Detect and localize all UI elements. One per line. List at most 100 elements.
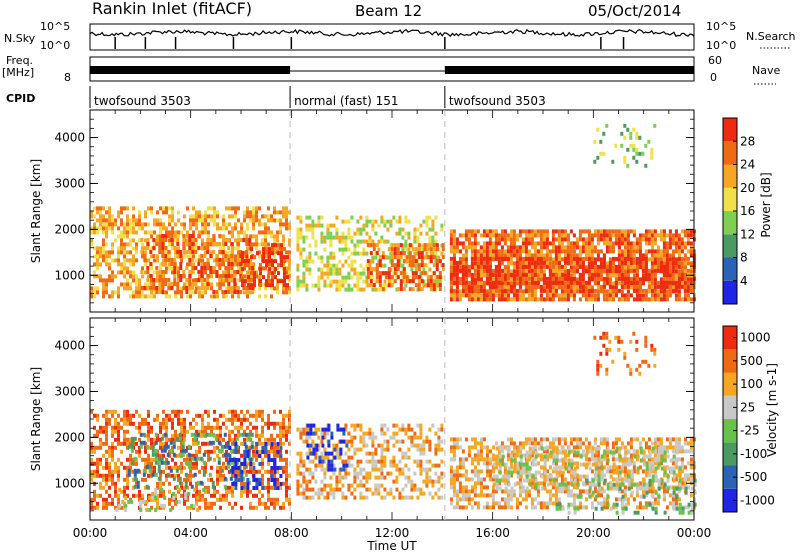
heatmap-cell <box>212 238 216 242</box>
heatmap-cell <box>602 297 606 302</box>
heatmap-cell <box>201 294 204 299</box>
heatmap-cell <box>133 484 137 489</box>
heatmap-cell <box>551 229 555 234</box>
heatmap-cell <box>449 293 453 298</box>
heatmap-cell <box>105 409 108 414</box>
heatmap-cell <box>220 444 224 449</box>
heatmap-cell <box>237 417 240 422</box>
heatmap-cell <box>422 279 426 284</box>
heatmap-cell <box>497 288 501 293</box>
heatmap-cell <box>677 241 681 246</box>
heatmap-cell <box>249 469 252 474</box>
heatmap-cell <box>500 261 504 266</box>
heatmap-cell <box>126 206 129 211</box>
heatmap-cell <box>365 251 369 256</box>
heatmap-cell <box>183 222 186 227</box>
heatmap-cell <box>249 501 252 506</box>
heatmap-cell <box>90 445 93 450</box>
heatmap-cell <box>491 289 495 294</box>
heatmap-cell <box>114 505 117 510</box>
heatmap-cell <box>228 214 231 219</box>
heatmap-cell <box>659 268 663 273</box>
heatmap-cell <box>197 234 201 238</box>
heatmap-cell <box>308 271 312 276</box>
heatmap-cell <box>123 242 126 247</box>
heatmap-cell <box>226 440 230 445</box>
heatmap-cell <box>149 250 153 254</box>
heatmap-cell <box>168 238 171 243</box>
heatmap-cell <box>429 255 433 260</box>
heatmap-cell <box>401 235 405 240</box>
heatmap-cell <box>132 413 135 418</box>
heatmap-cell <box>156 505 159 510</box>
heatmap-cell <box>494 249 498 254</box>
heatmap-cell <box>227 274 231 278</box>
heatmap-cell <box>245 242 249 246</box>
heatmap-cell <box>566 245 570 250</box>
heatmap-cell <box>204 497 207 502</box>
heatmap-cell <box>102 485 105 490</box>
heatmap-cell <box>198 290 201 295</box>
heatmap-cell <box>488 229 492 234</box>
heatmap-cell <box>530 265 534 270</box>
heatmap-cell <box>584 241 588 246</box>
heatmap-cell <box>288 473 291 478</box>
heatmap-cell <box>264 501 267 506</box>
heatmap-cell <box>506 293 510 298</box>
heatmap-cell <box>341 459 345 464</box>
heatmap-cell <box>404 247 408 252</box>
heatmap-cell <box>311 487 315 492</box>
heatmap-cell <box>371 439 375 444</box>
heatmap-cell <box>662 268 666 273</box>
heatmap-cell <box>270 214 273 219</box>
heatmap-cell <box>156 417 159 422</box>
heatmap-cell <box>308 243 312 248</box>
heatmap-cell <box>127 444 131 449</box>
heatmap-cell <box>163 448 167 453</box>
heatmap-cell <box>150 473 153 478</box>
heatmap-cell <box>620 131 624 136</box>
heatmap-cell <box>162 489 165 494</box>
heatmap-cell <box>347 247 351 252</box>
heatmap-cell <box>171 242 174 247</box>
heatmap-cell <box>213 449 216 454</box>
heatmap-cell <box>338 479 342 484</box>
heatmap-cell <box>353 467 357 472</box>
heatmap-cell <box>335 227 339 232</box>
heatmap-cell <box>329 255 333 260</box>
heatmap-cell <box>635 260 639 265</box>
heatmap-cell <box>261 477 264 482</box>
heatmap-cell <box>338 475 342 480</box>
heatmap-cell <box>608 241 612 246</box>
heatmap-cell <box>305 467 309 472</box>
heatmap-cell <box>366 267 370 272</box>
heatmap-cell <box>261 473 264 478</box>
heatmap-cell <box>479 284 483 289</box>
heatmap-cell <box>150 230 153 235</box>
heatmap-cell <box>189 421 192 426</box>
heatmap-cell <box>407 275 411 280</box>
heatmap-cell <box>251 286 255 290</box>
heatmap-cell <box>449 261 453 266</box>
heatmap-cell <box>644 293 648 298</box>
heatmap-cell <box>174 437 177 442</box>
heatmap-cell <box>224 254 228 258</box>
heatmap-cell <box>305 451 309 456</box>
heatmap-cell <box>602 280 606 285</box>
heatmap-cell <box>410 243 414 248</box>
heatmap-cell <box>539 229 543 234</box>
heatmap-cell <box>542 245 546 250</box>
heatmap-cell <box>227 238 231 242</box>
heatmap-cell <box>258 441 261 446</box>
heatmap-cell <box>276 501 279 506</box>
heatmap-cell <box>317 435 321 440</box>
heatmap-cell <box>138 429 141 434</box>
heatmap-cell <box>473 284 477 289</box>
heatmap-cell <box>105 429 108 434</box>
heatmap-cell <box>158 250 162 254</box>
heatmap-cell <box>234 474 238 478</box>
heatmap-cell <box>296 243 300 248</box>
heatmap-cell <box>282 469 285 474</box>
heatmap-cell <box>258 218 261 223</box>
heatmap-cell <box>207 234 210 239</box>
